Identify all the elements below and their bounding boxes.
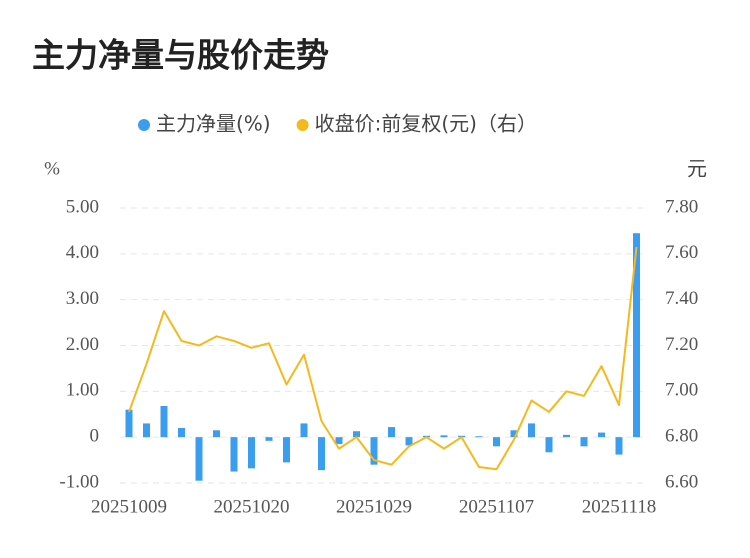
x-tick-label: 20251009	[91, 496, 167, 517]
bar	[178, 428, 185, 438]
legend-label: 收盘价:前复权(元)（右）	[315, 112, 537, 136]
bar	[528, 423, 535, 438]
x-tick-label: 20251107	[459, 496, 534, 517]
bar	[563, 434, 570, 438]
bar	[493, 437, 500, 447]
bar	[335, 437, 343, 445]
bar	[510, 430, 518, 438]
bar	[598, 432, 605, 438]
chart-title: 主力净量与股价走势	[32, 36, 329, 75]
x-tick-label: 20251118	[582, 496, 657, 517]
y2-tick-label: 7.80	[665, 196, 698, 217]
bar	[388, 427, 395, 438]
bar	[160, 406, 168, 438]
y-tick-label: 0	[90, 426, 100, 447]
bar	[143, 423, 150, 438]
bar	[213, 430, 220, 438]
bar	[633, 233, 640, 438]
bar	[440, 435, 448, 438]
legend-marker	[138, 119, 150, 131]
bar	[545, 437, 553, 453]
y2-tick-label: 7.00	[665, 380, 698, 401]
bar	[283, 437, 290, 463]
y2-unit: 元	[687, 157, 707, 181]
bar	[405, 437, 413, 446]
x-tick-label: 20251029	[336, 496, 412, 517]
bar	[353, 431, 360, 438]
y-tick-label: 3.00	[66, 288, 99, 309]
y-tick-label: 4.00	[66, 242, 99, 263]
bar	[370, 437, 378, 465]
y-unit: %	[44, 158, 60, 179]
bar	[230, 437, 238, 472]
y-tick-label: 1.00	[66, 380, 99, 401]
y2-tick-label: 7.20	[665, 334, 698, 355]
bar	[580, 437, 588, 447]
y2-tick-label: 7.60	[665, 242, 698, 263]
legend-marker	[296, 119, 309, 131]
y2-tick-label: 7.40	[665, 288, 698, 309]
y-tick-label: -1.00	[59, 471, 99, 492]
y2-tick-label: 6.60	[665, 471, 698, 492]
price-line	[128, 246, 638, 471]
y-tick-label: 2.00	[66, 334, 99, 355]
bar	[265, 437, 273, 441]
y2-tick-label: 6.80	[665, 426, 698, 447]
bar	[318, 437, 325, 471]
bar	[615, 437, 623, 455]
bar	[248, 437, 255, 469]
y-tick-label: 5.00	[66, 196, 99, 217]
bar	[195, 437, 203, 481]
bar	[475, 436, 483, 438]
x-tick-label: 20251020	[214, 496, 290, 517]
legend-label: 主力净量(%)	[156, 112, 271, 136]
bar	[300, 423, 308, 438]
bar	[125, 409, 133, 438]
